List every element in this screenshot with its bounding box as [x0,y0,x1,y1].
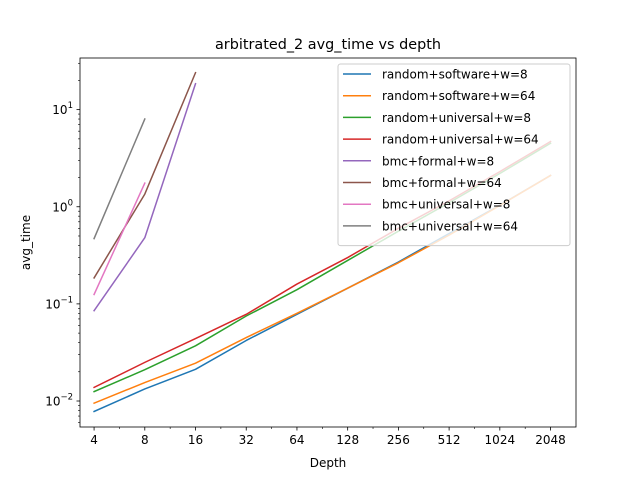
y-axis-label: avg_time [19,215,33,270]
x-tick-label: 64 [289,433,304,447]
legend-box [337,63,571,247]
x-axis: 4 8 16 32 64 128 256 512 1024 2048 [90,427,566,447]
legend-label: bmc+universal+w=64 [382,219,518,233]
x-tick-label: 2048 [535,433,566,447]
legend-label: bmc+formal+w=8 [382,154,494,168]
series-line-8 [93,118,146,240]
x-tick-label: 256 [387,433,410,447]
axes-frame [79,57,577,428]
legend: random+software+w=8 random+software+w=64 r… [337,63,571,247]
legend-label: random+universal+w=64 [382,133,539,147]
legend-label: random+software+w=8 [382,68,528,82]
x-tick-label: 4 [90,433,98,447]
chart-title: arbitrated_2 avg_time vs depth [215,37,441,53]
series-line-6 [93,71,197,279]
series-line-7 [93,182,146,296]
x-tick-label: 16 [188,433,203,447]
y-tick-label: 10−1 [45,295,73,311]
x-tick-label: 128 [336,433,359,447]
y-tick-label: 100 [52,198,73,214]
x-tick-label: 1024 [485,433,516,447]
series-line-5 [93,82,197,312]
x-tick-label: 512 [438,433,461,447]
legend-label: random+software+w=64 [382,89,535,103]
x-tick-label: 8 [141,433,149,447]
y-tick-label: 101 [52,101,73,117]
legend-label: bmc+universal+w=8 [382,198,510,212]
y-axis: 10−2 10−1 100 101 [45,62,80,423]
legend-label: bmc+formal+w=64 [382,176,502,190]
x-tick-label: 32 [239,433,254,447]
legend-label: random+universal+w=8 [382,111,531,125]
y-tick-label: 10−2 [45,393,73,409]
x-axis-label: Depth [310,456,347,470]
